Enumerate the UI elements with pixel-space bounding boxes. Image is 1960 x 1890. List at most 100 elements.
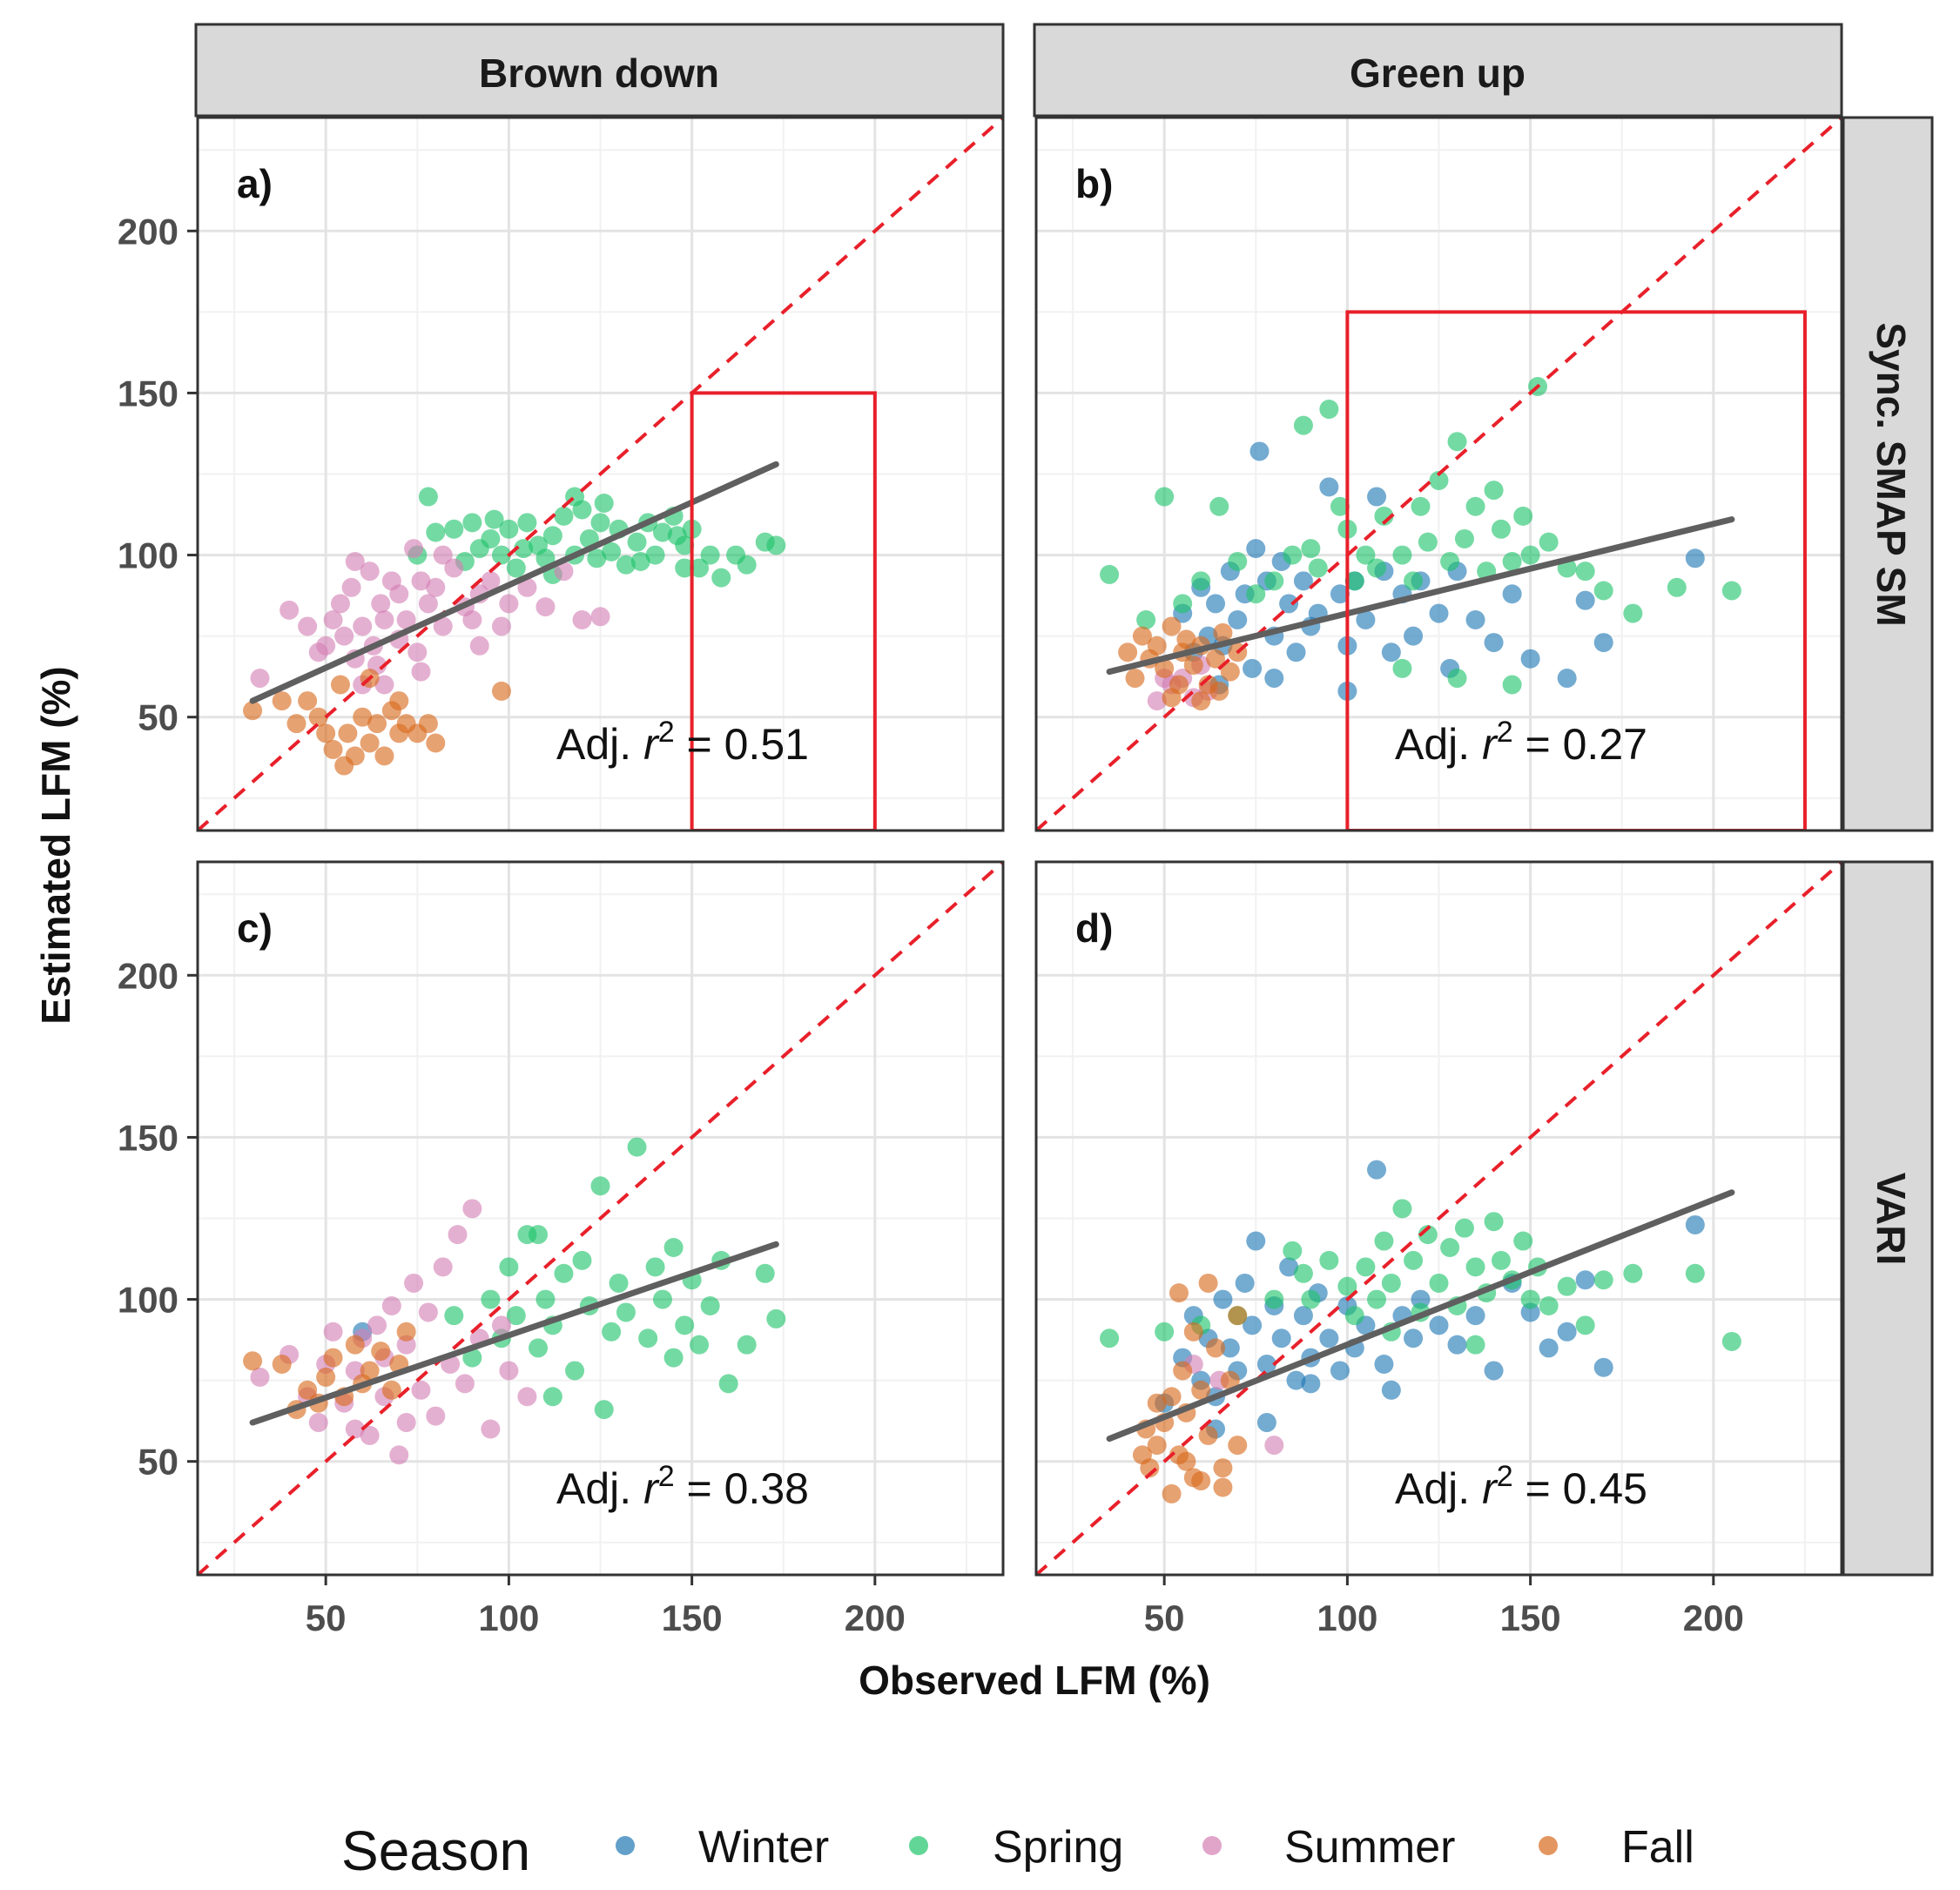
point-winter (1330, 584, 1350, 604)
point-summer (396, 610, 416, 630)
point-spring (675, 558, 695, 578)
legend-label-winter: Winter (698, 1822, 829, 1873)
point-spring (1520, 545, 1540, 565)
point-fall (1169, 1283, 1189, 1303)
point-summer (444, 558, 464, 578)
point-spring (1356, 1257, 1376, 1277)
point-spring (1502, 675, 1522, 695)
point-spring (737, 555, 757, 575)
legend-title: Season (341, 1819, 530, 1882)
point-spring (554, 506, 574, 526)
one-to-one-line (1036, 862, 1842, 1575)
r2-annotation: Adj. r2 = 0.38 (556, 1460, 809, 1513)
highlight-box (1345, 310, 1807, 831)
legend-label-summer: Summer (1284, 1822, 1455, 1873)
point-spring (1465, 1257, 1485, 1277)
legend-label-fall: Fall (1621, 1822, 1694, 1873)
point-spring (1283, 1241, 1303, 1261)
point-winter (1246, 539, 1266, 559)
point-spring (594, 494, 614, 514)
point-summer (426, 577, 446, 597)
legend-key-fall (1539, 1836, 1558, 1855)
x-axis-left: 50 100 150 200 (306, 1575, 906, 1638)
point-fall (1147, 636, 1167, 656)
points (1100, 376, 1741, 711)
point-fall (308, 707, 328, 727)
point-spring (1100, 1328, 1120, 1349)
x-tick-label: 200 (845, 1597, 906, 1638)
point-summer (367, 1315, 387, 1335)
point-winter (1465, 1306, 1485, 1326)
point-summer (389, 584, 409, 604)
point-summer (396, 1413, 416, 1433)
point-winter (1520, 649, 1540, 669)
legend-key-spring (909, 1836, 928, 1855)
point-summer (433, 545, 453, 565)
point-spring (499, 1257, 519, 1277)
point-summer (345, 1419, 365, 1439)
point-summer (250, 1367, 270, 1387)
point-summer (517, 1387, 537, 1407)
point-spring (700, 545, 720, 565)
point-winter (1593, 1357, 1613, 1377)
legend: Season Winter Spring Summer Fall (341, 1819, 1694, 1882)
point-summer (462, 610, 482, 630)
x-tick-label: 50 (1144, 1597, 1185, 1638)
point-spring (718, 1374, 738, 1394)
point-spring (594, 1400, 614, 1420)
point-summer (433, 616, 453, 636)
point-spring (602, 541, 622, 562)
point-spring (1447, 432, 1467, 452)
point-winter (1279, 1257, 1299, 1277)
point-spring (1344, 1306, 1364, 1326)
point-spring (652, 522, 672, 542)
point-summer (345, 552, 365, 572)
point-fall (243, 701, 263, 721)
point-fall (1173, 1361, 1193, 1381)
strip-column-green-up-label: Green up (1350, 50, 1526, 96)
point-fall (389, 691, 409, 711)
point-spring (1367, 558, 1387, 578)
point-spring (645, 1257, 665, 1277)
x-tick-label: 100 (1317, 1597, 1377, 1638)
point-winter (1557, 669, 1577, 689)
point-spring (638, 1328, 658, 1349)
point-spring (1520, 1289, 1540, 1309)
point-winter (1685, 1214, 1705, 1234)
point-spring (1330, 496, 1350, 516)
point-spring (690, 1335, 710, 1355)
panel-border (1034, 116, 1843, 832)
point-spring (1173, 594, 1193, 614)
point-spring (675, 1315, 695, 1335)
point-fall (323, 1348, 343, 1368)
point-spring (1392, 545, 1412, 565)
point-spring (630, 552, 650, 572)
point-spring (690, 558, 710, 578)
point-spring (1721, 1331, 1741, 1351)
point-summer (411, 1380, 431, 1400)
point-spring (645, 545, 665, 565)
point-spring (462, 1348, 482, 1368)
point-spring (1721, 581, 1741, 601)
r2-exponent: 2 (658, 1460, 675, 1493)
point-spring (609, 1273, 629, 1293)
r2-annotation: Adj. r2 = 0.51 (556, 716, 809, 769)
point-winter (1404, 626, 1424, 646)
point-fall (316, 1367, 336, 1387)
point-spring (590, 1176, 610, 1196)
regression-line (1106, 516, 1735, 676)
point-fall (1228, 1436, 1248, 1456)
point-summer (572, 610, 592, 630)
regression-line (1106, 1189, 1735, 1443)
point-fall (1132, 1445, 1152, 1465)
grid (198, 118, 1003, 831)
point-fall (367, 714, 387, 734)
point-fall (1147, 1436, 1167, 1456)
point-spring (572, 1250, 592, 1270)
point-spring (1440, 1238, 1460, 1258)
point-spring (1429, 470, 1449, 490)
panel-border (1034, 860, 1843, 1577)
point-summer (323, 610, 343, 630)
point-fall (1191, 691, 1211, 711)
point-spring (1454, 528, 1474, 548)
